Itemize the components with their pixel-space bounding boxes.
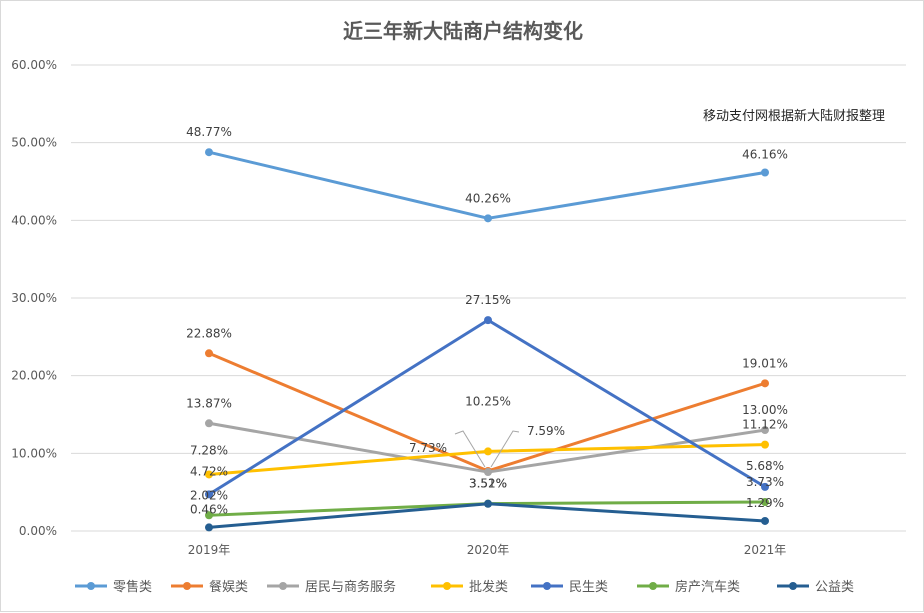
data-point [484, 214, 492, 223]
x-tick-label: 2019年 [188, 543, 231, 557]
source-annotation: 移动支付网根据新大陆财报整理 [702, 109, 885, 124]
data-point [761, 498, 769, 507]
data-label: 1.29% [746, 496, 784, 510]
legend-swatch-marker [87, 582, 95, 590]
data-point [484, 447, 492, 456]
legend-label: 民生类 [569, 580, 608, 595]
y-tick-label: 10.00% [11, 446, 57, 460]
legend-swatch-marker [183, 582, 191, 590]
series-line [208, 150, 766, 220]
y-tick-label: 60.00% [11, 58, 57, 72]
data-label: 4.72% [190, 464, 228, 478]
chart-title: 近三年新大陆商户结构变化 [343, 19, 583, 43]
data-label: 13.87% [186, 396, 232, 410]
data-label: 13.00% [742, 403, 788, 417]
data-label: 3.51% [469, 477, 507, 491]
legend-swatch-marker [789, 582, 797, 590]
data-label: 22.88% [186, 326, 232, 340]
data-point [484, 499, 492, 508]
data-label: 2.02% [190, 488, 228, 502]
data-label: 3.52% [469, 477, 507, 491]
data-point [761, 482, 769, 491]
legend-swatch-marker [543, 582, 551, 590]
y-tick-label: 30.00% [11, 291, 57, 305]
y-tick-label: 40.00% [11, 213, 57, 227]
data-point [761, 426, 769, 435]
data-point [205, 523, 213, 532]
data-label: 7.59% [527, 424, 565, 438]
legend-label: 房产汽车类 [675, 579, 740, 595]
legend-label: 批发类 [469, 579, 508, 595]
data-point [484, 468, 492, 477]
data-label: 10.25% [465, 394, 511, 408]
y-tick-label: 20.00% [11, 369, 57, 383]
data-point [205, 470, 213, 479]
data-label: 7.73% [409, 441, 447, 455]
data-label: 46.16% [742, 147, 788, 161]
data-label: 27.15% [465, 293, 511, 307]
legend-label: 公益类 [815, 580, 854, 595]
data-point [761, 168, 769, 177]
data-point [205, 419, 213, 428]
y-tick-label: 50.00% [11, 136, 57, 150]
data-label: 19.01% [742, 356, 788, 370]
data-label: 0.46% [190, 502, 228, 516]
leader-line [454, 430, 486, 468]
legend-swatch-marker [443, 582, 451, 590]
data-point [205, 349, 213, 358]
data-point [205, 511, 213, 520]
data-point [205, 490, 213, 499]
data-label: 48.77% [186, 125, 232, 139]
legend-label: 居民与商务服务 [305, 579, 396, 595]
data-point [761, 379, 769, 388]
data-label: 11.12% [742, 418, 788, 432]
legend-label: 零售类 [113, 579, 152, 595]
leader-line [490, 430, 520, 468]
data-label: 5.68% [746, 459, 784, 473]
x-tick-label: 2020年 [467, 543, 510, 557]
data-point [205, 148, 213, 157]
data-label: 7.28% [190, 443, 228, 457]
data-label: 40.26% [465, 191, 511, 205]
data-point [761, 516, 769, 525]
x-tick-label: 2021年 [744, 543, 787, 557]
legend-swatch-marker [649, 582, 657, 590]
legend-label: 餐娱类 [209, 579, 248, 595]
data-point [484, 316, 492, 325]
data-label: 3.73% [746, 475, 784, 489]
y-tick-label: 0.00% [19, 524, 57, 538]
data-point [761, 440, 769, 449]
legend-swatch-marker [279, 582, 287, 590]
